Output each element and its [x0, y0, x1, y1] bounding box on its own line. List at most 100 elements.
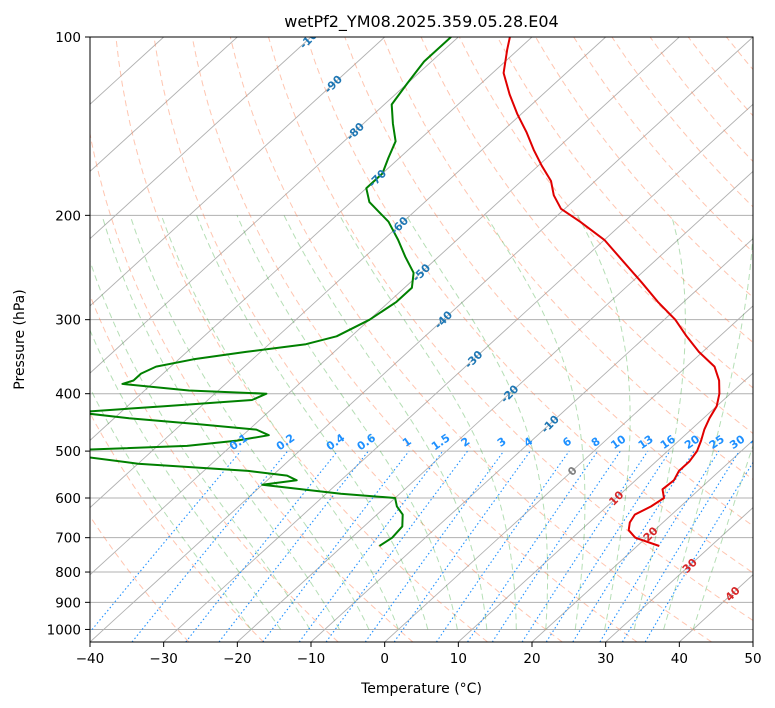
- moist-adiabat: [236, 215, 458, 630]
- x-tick-label: 0: [380, 651, 389, 667]
- isotherm-line: [90, 37, 680, 576]
- mixing-ratio-line: [572, 450, 695, 642]
- isotherm-line: [90, 37, 386, 307]
- dry-adiabat: [649, 37, 753, 163]
- y-tick-label: 800: [55, 565, 81, 581]
- mixing-ratio-line: [262, 450, 410, 642]
- dry-adiabat: [611, 37, 753, 208]
- mixing-ratio-label: 30: [727, 432, 747, 452]
- dry-adiabat: [496, 37, 753, 344]
- moist-adiabat: [90, 328, 281, 630]
- mixing-ratio-label: 25: [707, 432, 727, 451]
- y-axis-title: Pressure (hPa): [12, 289, 28, 389]
- moist-adiabat: [339, 215, 517, 630]
- x-tick-label: 50: [744, 651, 761, 667]
- moist-adiabat: [90, 259, 311, 630]
- isotherm-line: [457, 372, 753, 642]
- plot-frame: [89, 36, 754, 643]
- isotherm-line: [90, 37, 238, 173]
- isotherm-line: [90, 37, 753, 642]
- isotherm-line: [384, 305, 753, 642]
- y-axis: 1000 900 800 700 600 500 400 300 200 100: [47, 30, 90, 638]
- isotherm-line: [752, 641, 753, 642]
- mixing-ratio-line: [467, 450, 599, 642]
- x-tick-label: −40: [76, 651, 105, 667]
- mixing-ratio-line: [521, 450, 649, 642]
- dry-adiabat: [344, 37, 753, 527]
- isotherm-line: [163, 103, 753, 642]
- dry-adiabat: [191, 37, 638, 642]
- y-tick-label: 500: [55, 444, 81, 460]
- dry-adiabat: [90, 131, 414, 642]
- moist-adiabat: [485, 215, 586, 630]
- moist-adiabat: [90, 387, 252, 630]
- mixing-ratio-label: 1: [400, 435, 414, 450]
- mixing-ratio-label: 0.4: [324, 431, 348, 453]
- x-tick-label: 40: [671, 651, 688, 667]
- dry-adiabat: [573, 37, 753, 253]
- isotherm-line: [90, 37, 312, 240]
- mixing-ratio-line: [131, 450, 289, 642]
- y-tick-label: 200: [55, 208, 81, 224]
- y-tick-label: 700: [55, 531, 81, 547]
- dry-adiabat: [115, 37, 488, 642]
- x-axis-title: Temperature (°C): [360, 681, 482, 697]
- dry-adiabat: [90, 412, 264, 642]
- isotherm-line: [605, 506, 753, 642]
- y-tick-label: 100: [55, 30, 81, 46]
- mixing-ratio-label: 0.2: [274, 431, 297, 453]
- mixing-ratio-line: [393, 450, 531, 642]
- x-tick-label: −10: [297, 651, 326, 667]
- moist-adiabat: [633, 215, 686, 630]
- mixing-ratio-label: 6: [560, 435, 574, 450]
- moist-adiabat: [663, 221, 753, 630]
- dry-adiabat: [420, 37, 753, 435]
- isotherm-line: [90, 37, 607, 509]
- mixing-ratio-line: [325, 450, 468, 642]
- y-tick-label: 600: [55, 491, 81, 507]
- moist-adiabat: [692, 444, 753, 630]
- isotherm-line: [310, 238, 753, 642]
- isotherm-line: [90, 37, 459, 374]
- dry-adiabat: [306, 37, 753, 574]
- mixing-ratio-line: [435, 450, 570, 642]
- x-tick-label: −20: [223, 651, 252, 667]
- mixing-ratio-label: 16: [658, 432, 678, 452]
- mixing-ratio-line: [185, 450, 339, 642]
- x-tick-label: 30: [597, 651, 614, 667]
- dry-adiabat: [382, 37, 753, 481]
- moist-adiabat: [196, 215, 429, 630]
- moist-adiabat: [101, 215, 340, 630]
- mixing-ratio-label: 3: [495, 435, 509, 450]
- x-axis: −40 −30 −20 −10 0 10 20 30 40 50: [76, 642, 762, 667]
- dry-adiabat: [153, 37, 563, 642]
- dry-adiabat: [90, 515, 190, 642]
- mixing-ratio-label: 1.5: [429, 431, 452, 453]
- moist-adiabat: [405, 215, 549, 630]
- moist-adiabat: [283, 215, 488, 630]
- temperature-profile: [502, 37, 721, 547]
- x-tick-label: 10: [450, 651, 467, 667]
- dry-adiabat: [535, 37, 753, 298]
- mixing-ratio-line: [298, 450, 444, 642]
- isotherm-line: [90, 37, 533, 441]
- chart-title: wetPf2_YM08.2025.359.05.28.E04: [284, 12, 558, 32]
- mixing-ratio-line: [364, 450, 505, 642]
- y-tick-label: 1000: [47, 622, 81, 638]
- moist-adiabat: [160, 215, 399, 630]
- dewpoint-profile: [90, 37, 452, 547]
- mixing-ratio-label: 0.1: [227, 431, 250, 453]
- y-tick-label: 900: [55, 595, 81, 611]
- dry-adiabat: [268, 37, 753, 622]
- y-tick-label: 300: [55, 313, 81, 329]
- x-tick-label: 20: [523, 651, 540, 667]
- mixing-ratio-line: [491, 450, 621, 642]
- mixing-ratio-line: [599, 450, 720, 642]
- y-tick-label: 400: [55, 387, 81, 403]
- moist-adiabat: [129, 215, 370, 630]
- x-tick-label: −30: [149, 651, 178, 667]
- moist-adiabat: [577, 215, 631, 630]
- dry-adiabat: [229, 37, 712, 642]
- dry-adiabat: [726, 37, 753, 71]
